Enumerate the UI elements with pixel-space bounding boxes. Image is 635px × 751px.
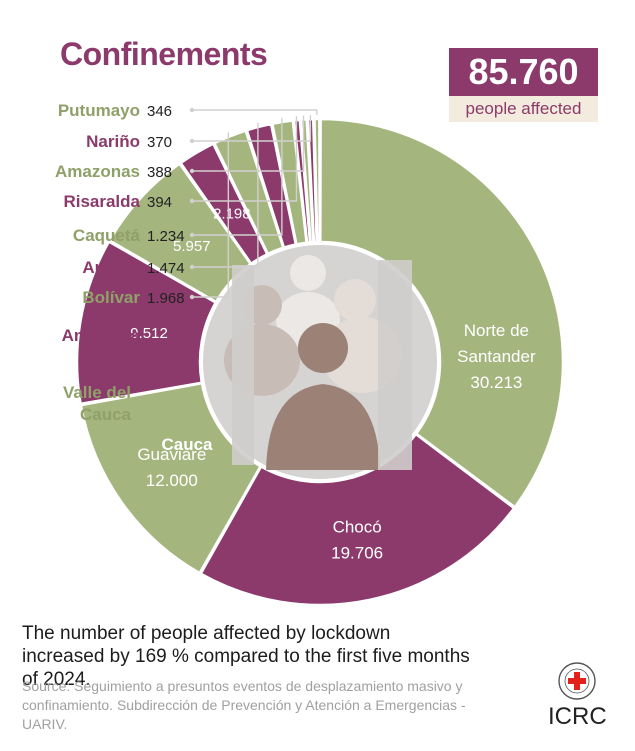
category-label-valle-del-cauca: Cauca	[80, 405, 132, 424]
red-cross-emblem-icon	[558, 662, 596, 700]
category-label-valle-del-cauca: Valle del	[63, 383, 131, 402]
value-label-antioquia: 2.198	[213, 206, 251, 223]
person-back-head-icon	[290, 255, 326, 291]
leader-dot-arauca	[189, 264, 195, 270]
total-affected-value: 85.760	[449, 48, 598, 96]
leader-dot-bolivar	[189, 294, 195, 300]
summary-note: The number of people affected by lockdow…	[22, 623, 470, 690]
category-label-bolivar: Bolívar	[82, 288, 140, 307]
leader-line-narino	[192, 115, 312, 142]
category-label-choco: Chocó	[333, 518, 382, 537]
slice-choco	[199, 432, 516, 607]
value-label-putumayo: 346	[147, 103, 172, 120]
value-label-valle-del-cauca: 5.957	[173, 238, 211, 255]
leader-dot-caqueta	[189, 232, 195, 238]
leader-line-amazonas	[192, 115, 305, 172]
leader-line-risaralda	[192, 116, 298, 202]
total-affected-label: people affected	[449, 96, 598, 122]
value-label-cauca: 9.512	[130, 325, 168, 342]
value-label-caqueta: 1.234	[147, 228, 185, 245]
door-panel-right	[378, 260, 412, 470]
leader-dot-risaralda	[189, 198, 195, 204]
category-label-caqueta: Caquetá	[73, 226, 141, 245]
slice-cauca	[75, 239, 218, 406]
value-label-risaralda: 394	[147, 194, 172, 211]
person-front-body-icon	[266, 384, 380, 470]
category-label-amazonas: Amazonas	[55, 162, 140, 181]
door-panel-left	[232, 265, 254, 465]
value-label-arauca: 1.474	[147, 260, 185, 277]
value-label-amazonas: 388	[147, 164, 172, 181]
category-label-cauca: Cauca	[161, 435, 213, 454]
category-label-narino: Nariño	[86, 132, 140, 151]
category-label-arauca: Arauca	[82, 258, 140, 277]
category-label-norte-de-santander: Santander	[457, 347, 536, 366]
value-label-narino: 370	[147, 134, 172, 151]
category-label-putumayo: Putumayo	[58, 101, 140, 120]
value-label-choco: 19.706	[331, 544, 383, 563]
slice-putumayo	[313, 117, 321, 244]
person-right-head-icon	[334, 279, 376, 321]
leader-dot-amazonas	[189, 168, 195, 174]
value-label-norte-de-santander: 30.213	[470, 373, 522, 392]
value-label-bolivar: 1.968	[147, 290, 185, 307]
leader-dot-narino	[189, 138, 195, 144]
category-label-antioquia: Antioquia	[62, 326, 141, 345]
person-front-head-icon	[298, 323, 348, 373]
leader-line-putumayo	[192, 109, 318, 116]
icrc-logo-text: ICRC	[548, 703, 607, 730]
leader-line-bolivar	[192, 132, 230, 298]
category-label-risaralda: Risaralda	[63, 192, 140, 211]
source-note: Source: Seguimiento a presuntos eventos …	[22, 678, 466, 732]
chart-title: Confinements	[60, 36, 268, 72]
leader-line-caqueta	[192, 117, 283, 236]
category-label-norte-de-santander: Norte de	[464, 321, 529, 340]
leader-dot-putumayo	[189, 107, 195, 113]
value-label-guaviare: 12.000	[146, 471, 198, 490]
category-label-guaviare: Guaviare	[137, 445, 206, 464]
